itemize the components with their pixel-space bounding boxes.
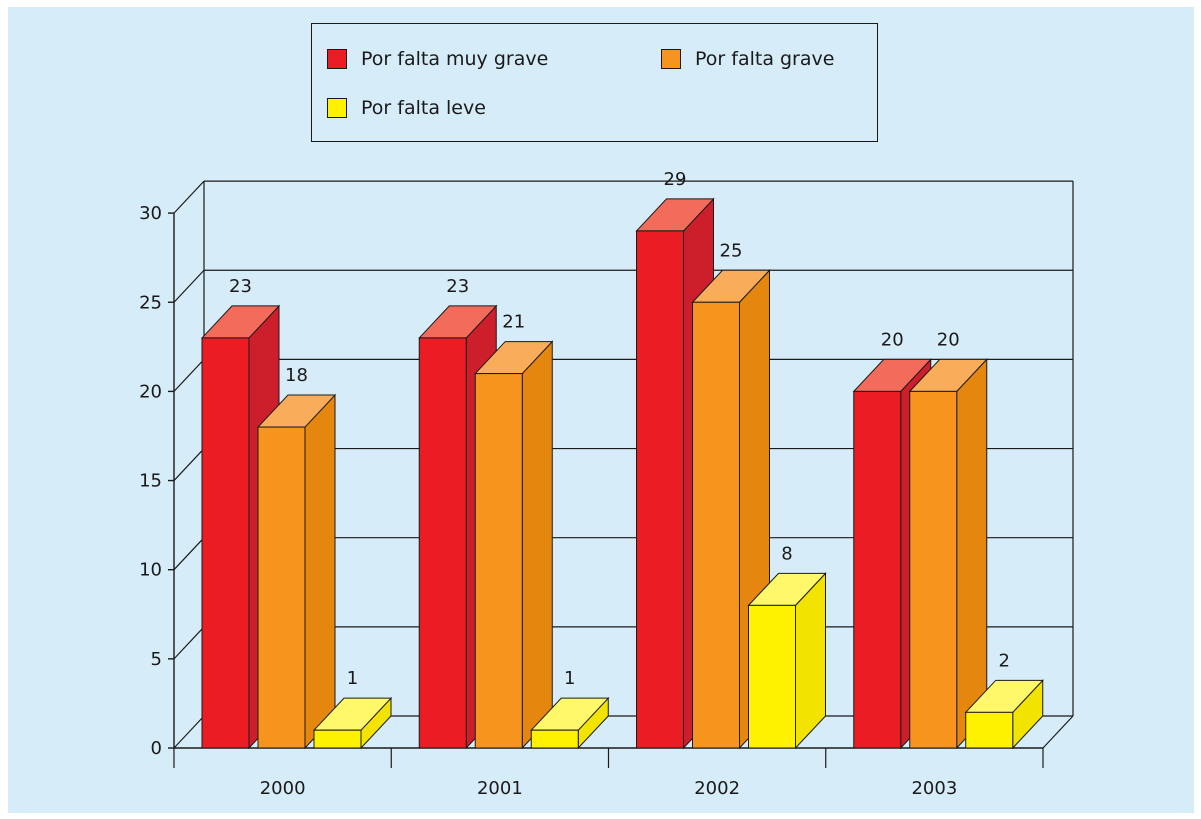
gridline-diagonal (173, 626, 205, 660)
data-label: 23 (229, 276, 252, 297)
bar-front (853, 390, 902, 749)
data-label: 25 (720, 240, 743, 261)
legend-label-grave: Por falta grave (695, 48, 835, 70)
bar-side (304, 393, 336, 750)
data-label: 8 (781, 543, 792, 564)
bar-side (521, 340, 553, 750)
data-label: 20 (881, 329, 904, 350)
gridline-diagonal (173, 537, 205, 571)
bar-front (201, 337, 250, 749)
bar-front (692, 301, 740, 749)
bar-front (313, 729, 362, 749)
bar (747, 572, 827, 750)
bar (474, 340, 554, 750)
data-label: 20 (937, 329, 960, 350)
bar (312, 696, 393, 750)
legend-item-grave: Por falta grave (661, 47, 834, 71)
data-label: 18 (285, 365, 308, 386)
gridline-diagonal (173, 269, 205, 303)
gridline-diagonal (173, 180, 205, 214)
bar (964, 679, 1044, 750)
legend-item-muy-grave: Por falta muy grave (327, 47, 548, 71)
y-tick-label: 25 (139, 292, 162, 313)
floor-right-edge (1042, 715, 1074, 749)
y-tick-label: 20 (139, 381, 162, 402)
y-tick-label: 0 (151, 738, 162, 759)
bar-front (418, 337, 467, 749)
bar-front (909, 390, 958, 749)
bar-front (530, 729, 579, 749)
legend-item-leve: Por falta leve (327, 96, 486, 120)
x-tick-label: 2003 (911, 778, 957, 799)
y-tick-label: 10 (139, 560, 162, 581)
data-label: 1 (347, 668, 358, 689)
y-tick-label: 30 (139, 203, 162, 224)
data-label: 1 (564, 668, 575, 689)
legend-label-leve: Por falta leve (361, 97, 486, 119)
legend-swatch-yellow (327, 98, 347, 118)
bar-front (636, 230, 684, 749)
data-label: 23 (446, 276, 469, 297)
data-label: 29 (664, 169, 687, 190)
legend-swatch-orange (661, 49, 681, 69)
bar-front (748, 604, 796, 749)
gridline-diagonal (173, 448, 205, 481)
x-tick-label: 2000 (260, 778, 306, 799)
y-tick-label: 5 (151, 649, 162, 670)
bar-front (965, 711, 1014, 749)
bar (256, 393, 337, 750)
gridline-diagonal (173, 358, 205, 392)
bar-front (474, 373, 523, 749)
chart-legend: Por falta muy grave Por falta grave Por … (311, 23, 878, 142)
chart-labels: 0 5 10 15 20 25 30 2000 2001 2002 2003 23 18 1 23 21 1 29… (139, 169, 1010, 799)
bar-side (956, 358, 988, 750)
data-label: 2 (999, 650, 1010, 671)
gridline-diagonal (173, 715, 205, 749)
chart-bars (200, 197, 1044, 750)
data-label: 21 (502, 312, 525, 333)
bar (908, 358, 988, 750)
bar (530, 696, 610, 750)
y-tick-label: 15 (139, 471, 162, 492)
x-tick-label: 2001 (477, 778, 523, 799)
legend-swatch-red (327, 49, 347, 69)
bar-front (257, 426, 306, 749)
legend-label-muy-grave: Por falta muy grave (361, 48, 549, 70)
x-tick-label: 2002 (694, 778, 740, 799)
